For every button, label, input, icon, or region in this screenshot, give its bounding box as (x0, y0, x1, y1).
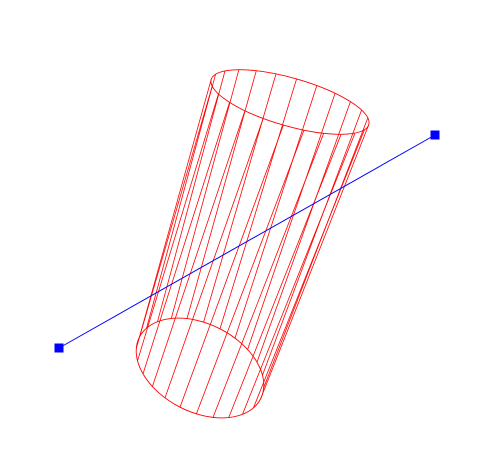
cylinder-generator-line (139, 79, 212, 338)
cylinder-generator-line (247, 93, 336, 350)
cylinder-generator-line (256, 101, 351, 363)
cylinder-generator-line (157, 70, 226, 322)
cylinder-generator-line (137, 93, 219, 362)
cylinder-generator-line (152, 110, 246, 387)
segment-line (58, 134, 436, 349)
cylinder-generator-line (262, 109, 362, 376)
cylinder-generator-line (179, 124, 284, 408)
cylinder-generator-line (146, 74, 216, 329)
cylinder-generator-line (253, 129, 365, 409)
cylinder-generator-line (228, 134, 342, 418)
cylinder-generator-line (260, 124, 370, 400)
cylinder-generator-line (170, 69, 240, 319)
cylinder-generator-line (219, 78, 297, 329)
cylinder-generator-line (186, 70, 257, 319)
wireframe-cylinder[interactable] (119, 56, 375, 438)
segment-end-handle[interactable] (430, 130, 440, 140)
cylinder-generator-line (263, 117, 369, 388)
segment-start-handle[interactable] (54, 343, 64, 353)
cylinder-generator-line (164, 118, 264, 399)
cylinder-generator-line (196, 129, 305, 415)
line-segment[interactable] (54, 130, 440, 353)
cylinder-generator-line (234, 85, 318, 339)
cylinder-generator-line (242, 132, 356, 415)
cylinder-generator-line (203, 73, 277, 323)
cylinder-generator-line (142, 102, 230, 375)
cylinder-generator-line (135, 85, 213, 349)
